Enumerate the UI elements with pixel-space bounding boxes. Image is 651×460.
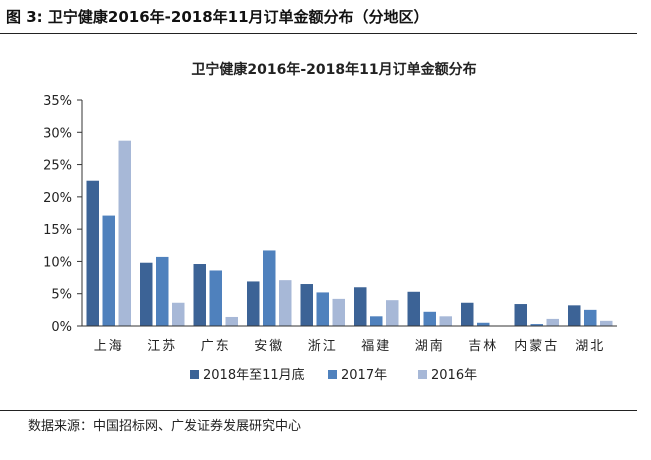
- x-tick-label: 湖南: [415, 338, 445, 354]
- bar: [300, 284, 313, 326]
- x-tick-label: 上海: [94, 339, 124, 354]
- bar-chart: 卫宁健康2016年-2018年11月订单金额分布 0% 5% 10% 15% 20% 25…: [43, 61, 617, 383]
- bar: [209, 270, 222, 326]
- bar: [156, 256, 169, 326]
- y-tick-label: 35%: [43, 94, 72, 109]
- bar: [477, 322, 490, 326]
- bar: [332, 298, 345, 326]
- bar: [140, 262, 153, 326]
- legend-swatch: [328, 370, 337, 379]
- bar: [118, 140, 131, 326]
- y-tick-label: 10%: [43, 255, 72, 270]
- x-tick-label: 内蒙古: [514, 338, 559, 354]
- bar: [546, 318, 559, 326]
- x-tick-label: 湖北: [575, 339, 605, 354]
- x-axis: 上海 江苏 广东 安徽 浙江 福建 湖南 吉林 内蒙古 湖北: [82, 325, 617, 354]
- x-tick-label: 广东: [201, 339, 231, 354]
- bar: [407, 291, 420, 326]
- bar: [263, 250, 276, 326]
- bar: [584, 309, 597, 326]
- bar: [354, 287, 367, 326]
- legend-label: 2016年: [431, 368, 477, 383]
- y-tick-label: 20%: [43, 191, 72, 206]
- bar: [247, 281, 260, 326]
- legend-label: 2017年: [341, 368, 387, 383]
- bar: [386, 300, 399, 326]
- bar: [514, 304, 527, 326]
- y-tick-label: 30%: [43, 126, 72, 141]
- legend-swatch: [418, 370, 427, 379]
- footer-rule: [0, 410, 637, 411]
- x-tick-label: 福建: [361, 339, 391, 354]
- x-tick-label: 吉林: [468, 339, 498, 354]
- bar: [86, 180, 99, 326]
- legend: 2018年至11月底 2017年 2016年: [190, 367, 477, 383]
- figure-title: 卫宁健康2016年-2018年11月订单金额分布（分地区）: [47, 8, 429, 26]
- legend-swatch: [190, 370, 199, 379]
- x-tick-label: 江苏: [147, 338, 177, 354]
- header-rule: [0, 33, 637, 34]
- bars: [86, 140, 613, 326]
- x-tick-label: 浙江: [308, 339, 338, 354]
- x-tick-label: 安徽: [254, 339, 284, 354]
- bar: [461, 302, 474, 326]
- bar: [568, 305, 581, 326]
- data-source: 数据来源：中国招标网、广发证券发展研究中心: [28, 419, 302, 434]
- y-tick-label: 0%: [51, 320, 72, 335]
- bar: [600, 320, 613, 326]
- bar: [530, 324, 543, 326]
- figure-label: 图 3:: [6, 8, 43, 26]
- y-tick-label: 25%: [43, 159, 72, 174]
- bar: [423, 311, 436, 326]
- bar: [193, 264, 206, 326]
- bar: [172, 302, 185, 326]
- bar: [279, 280, 292, 326]
- bar: [225, 316, 238, 326]
- y-axis: 0% 5% 10% 15% 20% 25% 30% 35%: [43, 94, 83, 335]
- y-tick-label: 15%: [43, 223, 72, 238]
- chart-title: 卫宁健康2016年-2018年11月订单金额分布: [191, 61, 476, 78]
- bar: [439, 316, 452, 326]
- bar: [102, 215, 115, 326]
- legend-label: 2018年至11月底: [203, 367, 305, 383]
- y-tick-label: 5%: [51, 288, 72, 303]
- bar: [370, 316, 383, 326]
- figure-header: 图 3: 卫宁健康2016年-2018年11月订单金额分布（分地区）: [0, 0, 651, 34]
- bar: [316, 292, 329, 326]
